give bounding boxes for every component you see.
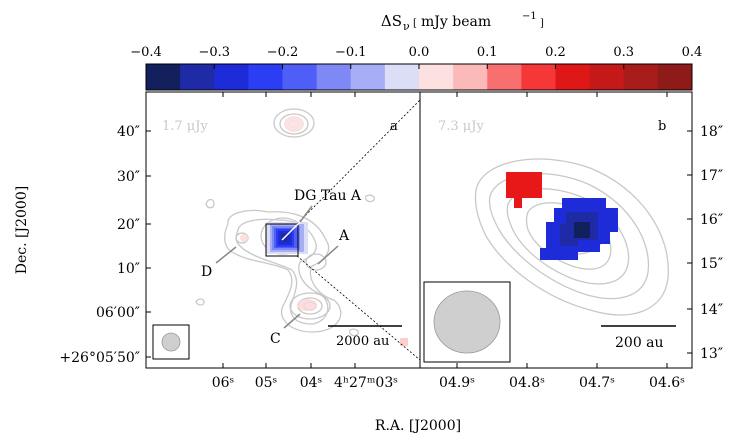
colorbar-bracket-open: [ — [413, 18, 417, 29]
panel-a-ticks — [146, 92, 356, 368]
pointer-d — [215, 246, 237, 264]
colorbar-label-unit: mJy beam — [421, 14, 491, 30]
colorbar-tick-label: −0.4 — [130, 45, 162, 60]
pointer-dgtau-outer — [299, 205, 313, 223]
colorbar-swatch — [248, 64, 283, 90]
colorbar-swatch — [282, 64, 318, 90]
colorbar-swatch — [316, 64, 352, 90]
panel-a-ytick: +26°05′50″ — [59, 350, 140, 366]
panel-b-letter: b — [658, 119, 666, 134]
colorbar-swatch — [146, 64, 181, 90]
label-dgtau: DG Tau A — [294, 188, 362, 204]
panel-b-ytick: 15″ — [700, 256, 723, 272]
panel-b-ticks — [456, 92, 692, 368]
panel-b-ytick: 18″ — [700, 124, 723, 140]
panel-b-xtick: 04.7ˢ — [579, 375, 615, 391]
colorbar-label-symbol: ΔS — [381, 12, 402, 30]
colorbar-swatch — [214, 64, 249, 90]
panel-a: 1.7 μJy a DG Tau A A D C 2000 au 40″ 30″… — [59, 91, 421, 391]
colorbar-ticks — [145, 64, 693, 69]
pointer-dgtau — [281, 221, 301, 241]
panel-b-ytick: 14″ — [700, 302, 723, 318]
panel-b-beam — [433, 290, 501, 354]
colorbar-swatch — [589, 64, 625, 90]
colorbar-tick-label: 0.3 — [613, 45, 634, 60]
panel-a-beam — [161, 332, 181, 352]
panel-a-scalebar-label: 2000 au — [336, 334, 389, 349]
panel-a-beam-box — [152, 324, 190, 360]
panel-b-noise-label: 7.3 μJy — [438, 119, 484, 134]
colorbar-tick-label: 0.0 — [409, 45, 430, 60]
pointer-a — [317, 245, 339, 265]
panel-b-residual-blue — [540, 198, 618, 260]
colorbar-label-exponent: −1 — [522, 11, 537, 22]
colorbar-swatch — [487, 64, 522, 90]
panel-b-ytick: 13″ — [700, 346, 723, 362]
colorbar-tick-label: −0.2 — [267, 45, 299, 60]
panel-a-residual-dgtau — [266, 222, 308, 254]
label-a: A — [338, 228, 350, 244]
colorbar-swatch — [419, 64, 454, 90]
panel-b-residual-red — [506, 172, 542, 208]
x-axis-label: R.A. [J2000] — [375, 418, 461, 434]
panel-b-xtick: 04.8ˢ — [509, 375, 545, 391]
panel-a-noise-label: 1.7 μJy — [162, 119, 208, 134]
panel-b-ytick: 17″ — [700, 168, 723, 184]
colorbar-tick-label: 0.2 — [545, 45, 566, 60]
panel-b-xtick: 04.9ˢ — [439, 375, 475, 391]
colorbar-swatch — [180, 64, 215, 90]
panel-b-ytick: 16″ — [700, 212, 723, 228]
colorbar-tick-label: 0.4 — [682, 45, 703, 60]
label-c: C — [270, 331, 281, 347]
panel-a-xtick: 04ˢ — [300, 375, 323, 391]
colorbar-swatch — [453, 64, 488, 90]
label-d: D — [201, 264, 212, 280]
panel-a-residual-c — [297, 299, 317, 311]
colorbar: ΔS ν [ mJy beam −1 ] −0.4 −0.3 −0.2 −0.1… — [130, 11, 702, 91]
panel-a-ytick: 20″ — [117, 217, 140, 233]
colorbar-swatch — [657, 64, 693, 90]
panel-a-xtick: 4ʰ27ᵐ03ˢ — [334, 375, 398, 391]
panel-a-ytick: 40″ — [117, 124, 140, 140]
panel-a-xtick: 05ˢ — [255, 375, 278, 391]
colorbar-tick-label: −0.1 — [335, 45, 367, 60]
colorbar-swatch — [521, 64, 556, 90]
colorbar-swatch — [384, 64, 420, 90]
panel-a-ytick: 10″ — [117, 261, 140, 277]
panel-b: 7.3 μJy b 200 au 18″ 17″ 16″ 15″ 14″ 13″… — [419, 91, 723, 391]
panel-a-letter: a — [390, 119, 398, 134]
panel-a-ytick: 06′00″ — [96, 305, 140, 321]
zoom-line-top — [296, 99, 421, 225]
colorbar-swatch — [623, 64, 659, 90]
colorbar-label-subscript: ν — [403, 20, 410, 33]
panel-a-ytick: 30″ — [117, 169, 140, 185]
panel-a-xtick: 06ˢ — [212, 375, 235, 391]
pointer-c — [283, 313, 301, 329]
panel-b-xtick: 04.6ˢ — [649, 375, 685, 391]
panel-b-frame — [419, 91, 693, 369]
zoom-line-bottom — [296, 255, 421, 361]
colorbar-tick-label: 0.1 — [477, 45, 498, 60]
panel-a-zoom-box — [265, 223, 299, 257]
y-axis-label: Dec. [J2000] — [14, 186, 30, 274]
colorbar-swatch — [350, 64, 386, 90]
colorbar-bracket-close: ] — [540, 18, 544, 29]
panel-a-residual-edge — [400, 338, 408, 346]
colorbar-tick-label: −0.3 — [198, 45, 230, 60]
panel-b-scalebar-label: 200 au — [615, 335, 664, 351]
colorbar-swatch — [555, 64, 591, 90]
panel-a-residual-d — [240, 234, 248, 242]
colorbar-tick-labels: −0.4 −0.3 −0.2 −0.1 0.0 0.1 0.2 0.3 0.4 — [130, 45, 702, 60]
panel-a-residual-north — [284, 116, 304, 132]
colorbar-swatches — [146, 64, 693, 90]
